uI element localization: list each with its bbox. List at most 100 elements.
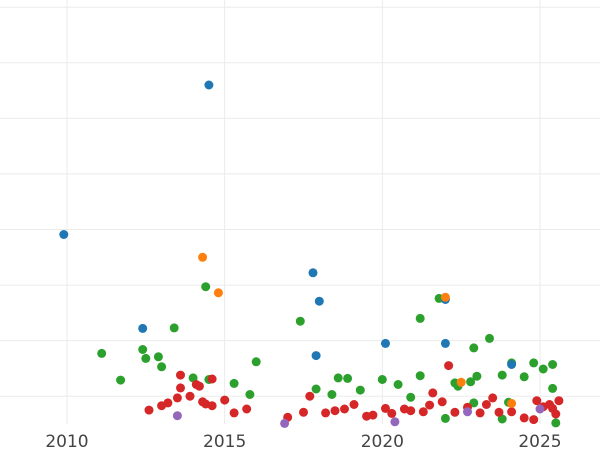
data-point bbox=[463, 407, 472, 417]
data-point bbox=[469, 343, 479, 353]
data-point bbox=[198, 252, 208, 262]
data-point bbox=[340, 404, 349, 414]
data-point bbox=[406, 406, 416, 416]
data-point bbox=[172, 393, 182, 403]
data-point bbox=[333, 373, 343, 383]
data-point bbox=[494, 407, 504, 417]
data-point bbox=[390, 417, 400, 427]
data-point bbox=[144, 405, 154, 415]
data-point bbox=[440, 292, 450, 302]
data-point bbox=[176, 370, 185, 380]
data-point bbox=[245, 390, 255, 399]
data-point bbox=[330, 406, 340, 416]
x-tick-label: 2010 bbox=[45, 432, 88, 450]
data-point bbox=[229, 378, 239, 388]
data-point bbox=[440, 338, 450, 348]
data-point bbox=[519, 372, 529, 382]
data-point bbox=[548, 403, 558, 413]
data-point bbox=[311, 351, 321, 361]
data-point bbox=[554, 396, 564, 406]
data-point bbox=[201, 282, 211, 292]
data-point bbox=[387, 408, 397, 418]
data-point bbox=[355, 385, 365, 395]
data-point bbox=[280, 418, 290, 428]
data-point bbox=[548, 360, 558, 369]
data-point bbox=[529, 358, 539, 368]
data-point bbox=[97, 348, 107, 358]
data-point bbox=[418, 407, 428, 417]
data-point bbox=[327, 390, 337, 399]
data-point bbox=[311, 384, 321, 394]
data-point bbox=[185, 391, 195, 401]
data-point bbox=[406, 392, 416, 402]
data-point bbox=[393, 380, 403, 389]
data-point bbox=[475, 408, 485, 418]
data-point bbox=[497, 414, 507, 424]
data-point bbox=[321, 408, 331, 418]
data-point bbox=[381, 403, 390, 413]
data-point bbox=[535, 404, 545, 414]
data-point bbox=[481, 400, 491, 409]
data-point bbox=[116, 375, 126, 385]
data-point bbox=[163, 398, 173, 408]
data-point bbox=[488, 393, 498, 403]
data-point bbox=[295, 316, 305, 326]
data-point bbox=[415, 371, 425, 381]
data-point bbox=[343, 373, 353, 383]
data-point bbox=[349, 400, 359, 409]
data-point bbox=[551, 418, 561, 428]
data-point bbox=[251, 357, 261, 367]
data-point bbox=[538, 364, 548, 374]
data-point bbox=[472, 371, 482, 381]
data-point bbox=[469, 398, 479, 408]
data-point bbox=[204, 80, 214, 90]
grid-lines bbox=[0, 0, 600, 424]
data-point bbox=[141, 353, 151, 363]
data-point bbox=[207, 374, 217, 384]
data-point bbox=[305, 391, 315, 401]
data-point bbox=[437, 397, 447, 407]
data-point bbox=[440, 413, 450, 423]
data-points bbox=[59, 80, 564, 428]
data-point bbox=[138, 323, 148, 333]
data-point bbox=[425, 400, 435, 410]
data-point bbox=[59, 230, 69, 239]
data-point bbox=[213, 288, 223, 298]
data-point bbox=[507, 360, 517, 369]
x-tick-label: 2015 bbox=[203, 432, 246, 450]
data-point bbox=[220, 395, 230, 405]
data-point bbox=[466, 377, 476, 387]
data-point bbox=[207, 401, 217, 411]
data-point bbox=[229, 408, 239, 418]
data-point bbox=[172, 411, 182, 421]
data-point bbox=[507, 407, 517, 417]
data-point bbox=[529, 415, 539, 425]
x-tick-label: 2025 bbox=[518, 432, 561, 450]
data-point bbox=[308, 268, 318, 278]
data-point bbox=[242, 404, 252, 414]
data-point bbox=[428, 388, 438, 398]
data-point bbox=[368, 410, 378, 420]
data-point bbox=[157, 362, 167, 372]
data-point bbox=[444, 361, 454, 371]
data-point bbox=[138, 345, 148, 354]
data-point bbox=[153, 352, 163, 362]
data-point bbox=[377, 375, 387, 384]
data-point bbox=[507, 398, 517, 408]
x-tick-label: 2020 bbox=[361, 432, 404, 450]
data-point bbox=[485, 333, 494, 343]
data-point bbox=[381, 338, 390, 348]
data-point bbox=[548, 383, 558, 393]
data-point bbox=[314, 296, 324, 306]
data-point bbox=[456, 377, 466, 387]
data-point bbox=[169, 323, 179, 333]
data-point bbox=[532, 396, 542, 406]
data-point bbox=[176, 383, 185, 393]
data-point bbox=[299, 407, 308, 417]
data-point bbox=[519, 413, 529, 423]
x-axis-ticks: 2010 2015 2020 2025 bbox=[45, 432, 561, 450]
data-point bbox=[415, 313, 425, 323]
data-point bbox=[497, 370, 507, 380]
